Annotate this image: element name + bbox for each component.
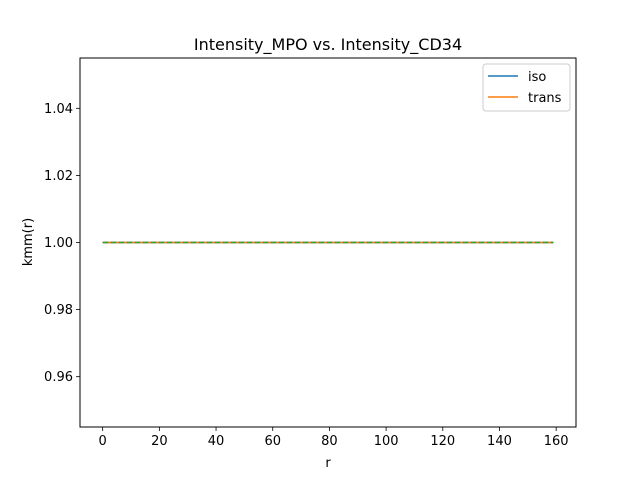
y-tick-label: 1.00: [44, 236, 73, 251]
x-tick-label: 20: [151, 434, 168, 449]
y-tick-label: 0.98: [44, 303, 73, 318]
x-tick-label: 80: [321, 434, 338, 449]
chart-title: Intensity_MPO vs. Intensity_CD34: [194, 35, 462, 55]
legend: iso trans: [482, 63, 571, 112]
x-tick-label: 140: [487, 434, 512, 449]
x-tick-label: 120: [430, 434, 455, 449]
x-axis-ticks: 0 20 40 60 80 100 120 140 160: [99, 427, 569, 449]
x-axis-label: r: [325, 456, 331, 471]
y-axis-ticks: 0.96 0.98 1.00 1.02 1.04: [44, 102, 80, 385]
x-tick-label: 160: [544, 434, 569, 449]
y-tick-label: 1.04: [44, 102, 73, 117]
x-tick-label: 40: [208, 434, 225, 449]
legend-label-trans: trans: [528, 91, 562, 106]
x-tick-label: 0: [99, 434, 107, 449]
legend-label-iso: iso: [528, 70, 546, 85]
y-tick-label: 1.02: [44, 169, 73, 184]
y-axis-label: kmm(r): [21, 218, 36, 266]
x-tick-label: 100: [374, 434, 399, 449]
y-tick-label: 0.96: [44, 370, 73, 385]
x-tick-label: 60: [264, 434, 281, 449]
